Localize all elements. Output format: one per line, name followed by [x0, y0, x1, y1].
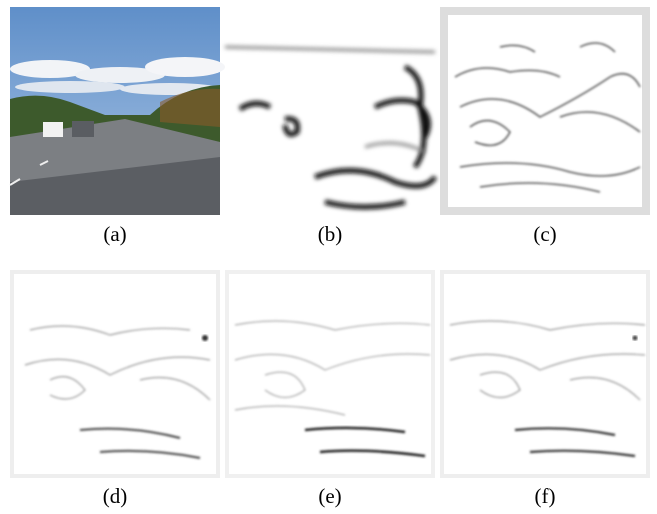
figure: (a) (b) (c) (d) (e) (f) — [0, 0, 657, 514]
panel-label: (c) — [533, 222, 556, 246]
map-panel — [12, 272, 218, 476]
panel-label: (e) — [318, 484, 341, 508]
panel-label: (b) — [318, 222, 343, 246]
map-panel — [225, 7, 435, 215]
panel-label: (d) — [103, 484, 128, 508]
map-panel — [227, 272, 433, 476]
map-panel — [442, 272, 648, 476]
panel-label: (a) — [103, 222, 126, 246]
panel-label: (f) — [535, 484, 556, 508]
photo-panel — [10, 7, 225, 215]
map-panel — [444, 11, 646, 211]
